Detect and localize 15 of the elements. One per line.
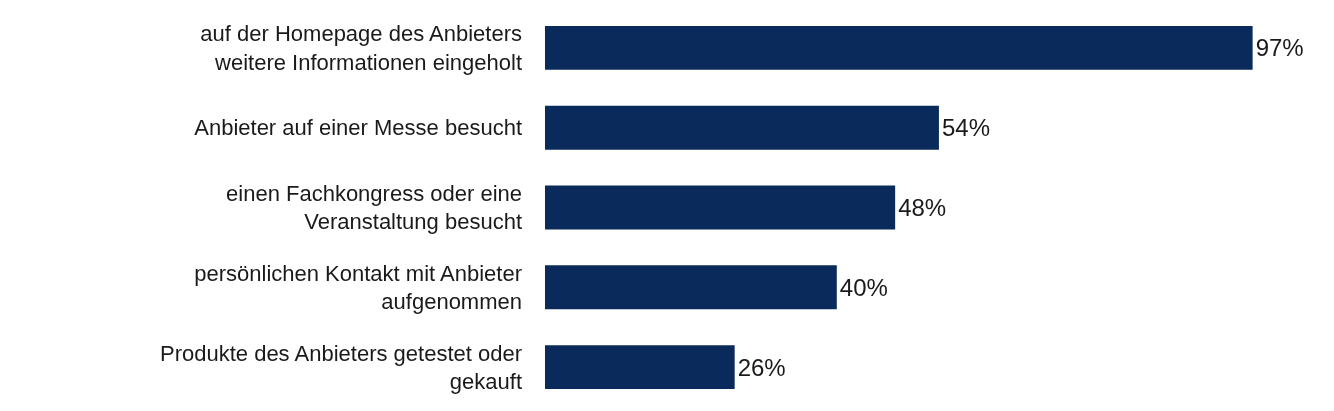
bar xyxy=(545,105,939,150)
data-label: 40% xyxy=(839,273,888,301)
data-label: 54% xyxy=(941,114,990,142)
y-tick-label: persönlichen Kontakt mit Anbieter aufgenommen xyxy=(194,260,522,315)
bar xyxy=(545,265,837,310)
bar xyxy=(545,345,735,390)
y-tick-label: auf der Homepage des Anbieters weitere Informationen eingeholt xyxy=(200,21,522,75)
bar xyxy=(545,25,1253,70)
y-tick-label: Anbieter auf einer Messe besucht xyxy=(194,115,522,141)
data-label: 26% xyxy=(737,353,786,381)
data-label: 48% xyxy=(898,194,947,222)
y-tick-label: Produkte des Anbieters getestet oder gekauft xyxy=(159,340,522,395)
data-label: 97% xyxy=(1255,34,1304,62)
bar xyxy=(545,185,896,230)
y-tick-label: einen Fachkongress oder eine Veranstaltung besucht xyxy=(226,180,522,235)
